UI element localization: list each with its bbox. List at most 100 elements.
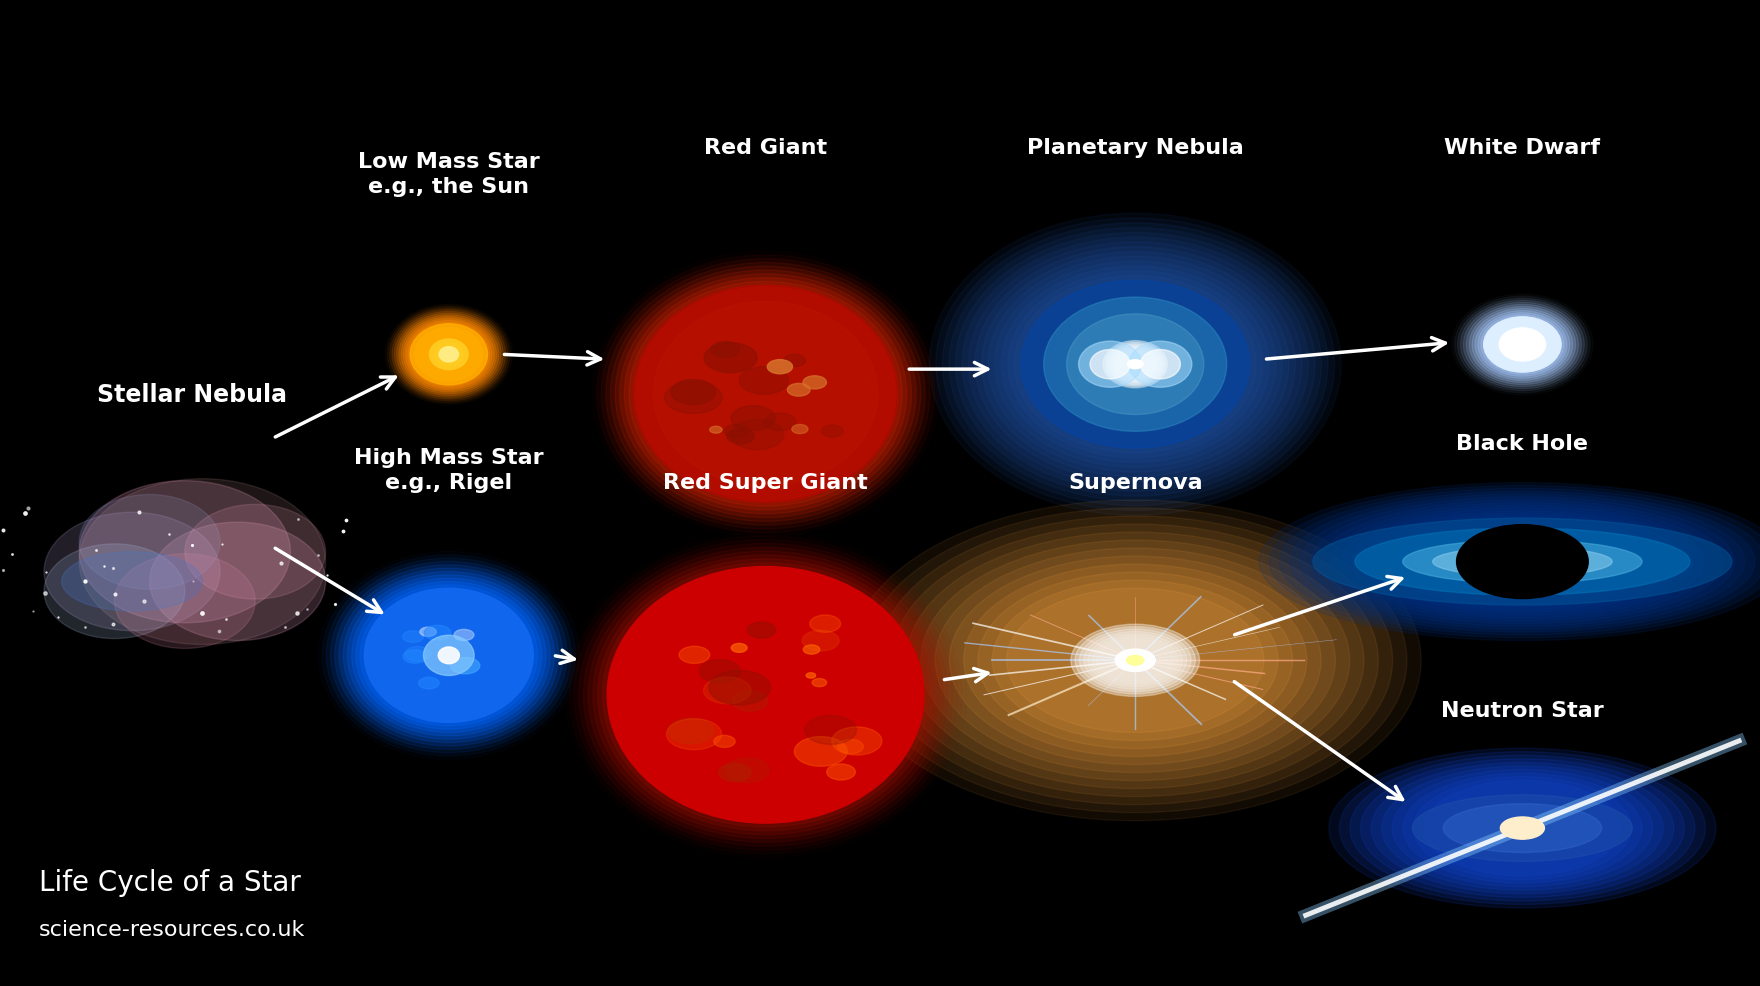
Circle shape: [1457, 526, 1588, 599]
Ellipse shape: [79, 495, 220, 590]
Ellipse shape: [1014, 276, 1257, 454]
Ellipse shape: [419, 677, 440, 689]
Ellipse shape: [1258, 483, 1760, 641]
Ellipse shape: [730, 420, 783, 451]
Ellipse shape: [864, 509, 1406, 812]
Ellipse shape: [392, 311, 505, 399]
Ellipse shape: [387, 307, 510, 403]
Ellipse shape: [1301, 494, 1744, 630]
Ellipse shape: [665, 382, 722, 414]
Ellipse shape: [1331, 503, 1714, 621]
Ellipse shape: [361, 586, 537, 726]
Ellipse shape: [389, 309, 509, 401]
Ellipse shape: [605, 263, 926, 526]
Ellipse shape: [1021, 281, 1250, 449]
Ellipse shape: [704, 677, 752, 704]
Ellipse shape: [607, 567, 924, 823]
Ellipse shape: [711, 342, 739, 358]
Ellipse shape: [803, 377, 827, 389]
Ellipse shape: [1392, 770, 1653, 886]
Ellipse shape: [1109, 346, 1162, 384]
Ellipse shape: [803, 645, 820, 655]
Ellipse shape: [1360, 759, 1684, 897]
Ellipse shape: [1084, 632, 1186, 689]
Ellipse shape: [1290, 492, 1755, 632]
Ellipse shape: [424, 625, 451, 641]
Ellipse shape: [1355, 528, 1690, 596]
Ellipse shape: [1461, 301, 1584, 389]
Ellipse shape: [347, 575, 551, 737]
Ellipse shape: [405, 647, 431, 662]
Ellipse shape: [1484, 317, 1561, 373]
Ellipse shape: [1457, 552, 1588, 572]
Ellipse shape: [340, 569, 558, 742]
Ellipse shape: [968, 243, 1302, 487]
Ellipse shape: [343, 572, 554, 740]
Ellipse shape: [1001, 266, 1269, 463]
Ellipse shape: [429, 339, 468, 370]
Text: Low Mass Star
e.g., the Sun: Low Mass Star e.g., the Sun: [357, 152, 540, 197]
Ellipse shape: [1457, 299, 1588, 391]
Ellipse shape: [1466, 305, 1579, 386]
Ellipse shape: [715, 736, 736, 747]
Text: White Dwarf: White Dwarf: [1445, 138, 1600, 158]
Ellipse shape: [982, 252, 1288, 477]
Ellipse shape: [401, 317, 496, 392]
Ellipse shape: [1382, 766, 1663, 890]
Ellipse shape: [1140, 350, 1181, 380]
Ellipse shape: [811, 678, 827, 687]
Ellipse shape: [1107, 344, 1163, 386]
Ellipse shape: [892, 525, 1378, 797]
Ellipse shape: [1470, 308, 1575, 384]
Ellipse shape: [783, 355, 806, 367]
Ellipse shape: [1093, 637, 1177, 684]
Ellipse shape: [79, 479, 326, 645]
Ellipse shape: [725, 758, 769, 783]
Ellipse shape: [403, 631, 424, 643]
Ellipse shape: [334, 565, 563, 746]
Ellipse shape: [727, 429, 755, 445]
Ellipse shape: [1382, 517, 1663, 607]
Ellipse shape: [62, 552, 202, 611]
Ellipse shape: [671, 380, 716, 405]
Ellipse shape: [1471, 310, 1573, 381]
Ellipse shape: [822, 425, 843, 438]
Ellipse shape: [628, 282, 903, 507]
Ellipse shape: [1089, 350, 1130, 380]
Ellipse shape: [424, 636, 473, 675]
Ellipse shape: [1320, 500, 1725, 624]
Ellipse shape: [79, 481, 290, 623]
Ellipse shape: [326, 558, 572, 753]
Ellipse shape: [405, 320, 493, 389]
Ellipse shape: [1116, 351, 1155, 379]
Ellipse shape: [827, 764, 855, 780]
Ellipse shape: [625, 278, 906, 511]
Ellipse shape: [1413, 777, 1632, 880]
Ellipse shape: [1500, 817, 1545, 839]
Ellipse shape: [400, 316, 498, 394]
Text: Stellar Nebula: Stellar Nebula: [97, 383, 287, 406]
Text: Black Hole: Black Hole: [1457, 434, 1588, 454]
Ellipse shape: [394, 312, 503, 398]
Ellipse shape: [185, 505, 326, 599]
Ellipse shape: [1362, 512, 1683, 612]
Ellipse shape: [709, 427, 722, 434]
Ellipse shape: [440, 347, 458, 363]
Ellipse shape: [838, 740, 864, 754]
Ellipse shape: [408, 322, 489, 387]
Ellipse shape: [730, 406, 776, 431]
Ellipse shape: [832, 727, 882, 755]
Ellipse shape: [810, 615, 841, 633]
Ellipse shape: [993, 581, 1278, 740]
Ellipse shape: [1114, 349, 1156, 381]
Ellipse shape: [1373, 514, 1672, 610]
Ellipse shape: [787, 384, 810, 396]
Ellipse shape: [1096, 639, 1174, 682]
Ellipse shape: [975, 247, 1295, 482]
Text: Life Cycle of a Star: Life Cycle of a Star: [39, 869, 301, 896]
Circle shape: [1126, 360, 1144, 370]
Ellipse shape: [44, 513, 220, 631]
Ellipse shape: [410, 324, 488, 386]
Ellipse shape: [435, 343, 463, 367]
Ellipse shape: [364, 589, 533, 723]
